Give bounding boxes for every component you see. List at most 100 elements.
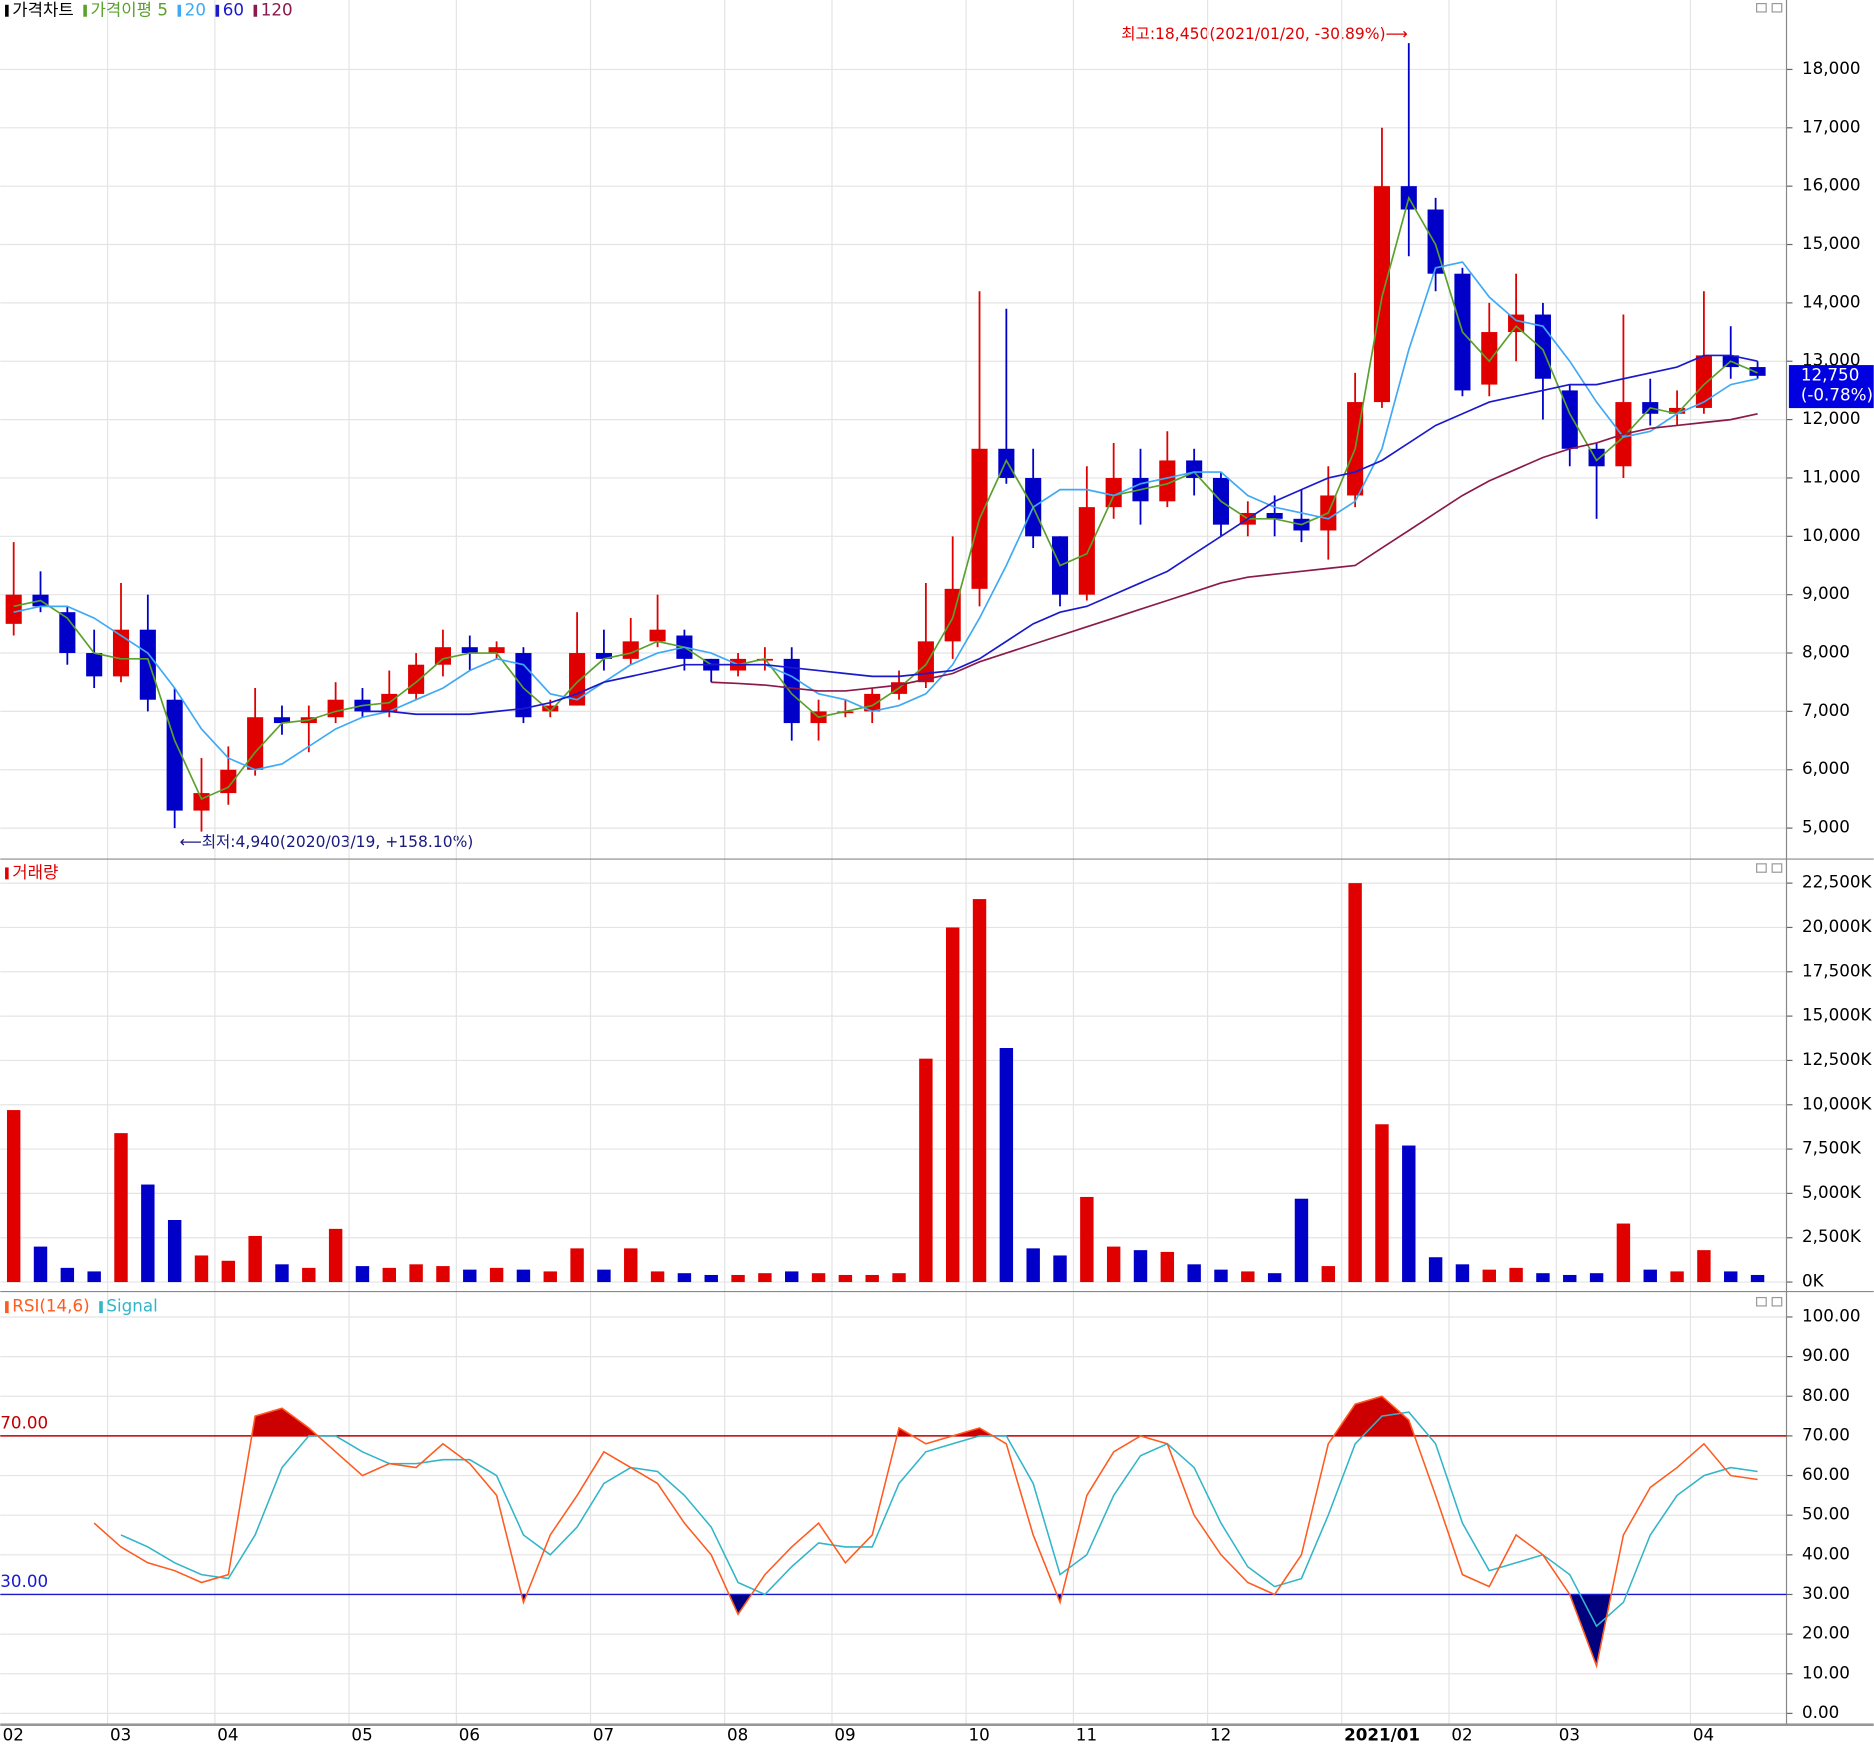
y-tick-label: 60.00 (1802, 1464, 1850, 1484)
legend-label: Signal (106, 1296, 157, 1316)
y-tick-label: 10,000K (1802, 1093, 1872, 1113)
volume-bar (167, 1220, 182, 1283)
volume-bar (221, 1260, 236, 1283)
legend-marker (5, 1301, 9, 1314)
candle-body (273, 717, 291, 724)
series-line (93, 1395, 1758, 1669)
candle-body (86, 653, 103, 677)
mark-layer (0, 43, 1787, 1669)
y-tick-label: 0.00 (1802, 1702, 1839, 1722)
y-tick-label: 13,000 (1802, 350, 1861, 370)
volume-bar (489, 1267, 504, 1283)
current-price-box (1788, 365, 1874, 409)
volume-bar (865, 1274, 879, 1283)
volume-bar (516, 1269, 531, 1283)
volume-bar (945, 927, 960, 1283)
legend-marker (5, 4, 9, 17)
volume-bar (1616, 1223, 1631, 1283)
volume-bar (1643, 1269, 1657, 1283)
volume-bar (543, 1271, 557, 1283)
x-tick-label: 06 (459, 1725, 480, 1745)
candle-body (1078, 507, 1095, 595)
y-tick-label: 10.00 (1802, 1662, 1850, 1682)
panel-icon (1756, 1296, 1767, 1307)
y-tick-label: 17,500K (1802, 960, 1872, 980)
volume-bar (33, 1246, 48, 1283)
volume-bar (1267, 1273, 1282, 1283)
volume-bar (141, 1184, 155, 1283)
candle-body (1749, 367, 1766, 376)
volume-bar (1455, 1264, 1470, 1283)
x-tick-label: 02 (1451, 1725, 1472, 1745)
y-tick-label: 5,000 (1802, 817, 1850, 837)
volume-bar (677, 1273, 692, 1283)
y-tick-label: 10,000 (1802, 525, 1861, 545)
overbought-area (94, 1396, 1758, 1436)
volume-bar (999, 1048, 1014, 1283)
volume-bar (6, 1110, 21, 1283)
reference-label: 30.00 (0, 1571, 48, 1591)
candle-body (1669, 407, 1686, 414)
candle-body (1508, 314, 1525, 333)
volume-bar (1509, 1267, 1523, 1283)
candle-body (327, 699, 344, 718)
low-annotation: ⟵최저:4,940(2020/03/19, +158.10%) (179, 833, 473, 851)
volume-bar (194, 1255, 209, 1283)
y-tick-label: 22,500K (1802, 872, 1872, 892)
volume-bar (1482, 1269, 1496, 1283)
y-tick-label: 12,500K (1802, 1049, 1872, 1069)
volume-bar (1589, 1273, 1604, 1283)
y-tick-label: 6,000 (1802, 758, 1850, 778)
x-tick-label: 07 (593, 1725, 614, 1745)
x-tick-label: 05 (351, 1725, 372, 1745)
x-tick-label: 12 (1210, 1725, 1231, 1745)
volume-bar (731, 1274, 745, 1283)
candle-body (461, 647, 478, 654)
volume-bar (1750, 1274, 1765, 1283)
y-tick-label: 2,500K (1802, 1226, 1862, 1246)
volume-bar (355, 1266, 370, 1283)
legend-label: 거래량 (12, 862, 58, 882)
legend-marker (83, 4, 87, 17)
candle-body (917, 641, 934, 683)
volume-bar (650, 1271, 665, 1283)
panel-icon (1771, 863, 1783, 873)
volume-bar (1026, 1248, 1040, 1283)
volume-bar (919, 1058, 933, 1283)
volume-bar (1294, 1198, 1309, 1283)
volume-bar (1428, 1257, 1443, 1283)
series-line (711, 412, 1758, 692)
volume-bar (1724, 1271, 1738, 1283)
candle-body (139, 629, 156, 700)
legend-label: 120 (261, 0, 293, 19)
volume-bar (972, 899, 987, 1283)
volume-bar (1241, 1271, 1255, 1283)
y-tick-label: 12,000 (1802, 408, 1861, 428)
y-tick-label: 16,000 (1802, 175, 1861, 195)
y-tick-label: 11,000 (1802, 466, 1861, 486)
y-tick-label: 90.00 (1802, 1345, 1850, 1365)
candle-body (5, 594, 22, 624)
legend-label: 20 (185, 0, 206, 19)
y-tick-label: 7,000 (1802, 700, 1850, 720)
panel-icon (1756, 863, 1767, 873)
y-tick-label: 14,000 (1802, 291, 1861, 311)
legend-marker (253, 4, 258, 17)
volume-bar (1187, 1264, 1201, 1283)
current-price-change: (-0.78%) (1801, 385, 1873, 405)
series-line (13, 195, 1758, 801)
series-line (13, 261, 1758, 771)
series-line (362, 354, 1758, 716)
x-tick-label: 02 (3, 1725, 24, 1745)
volume-bar (838, 1274, 853, 1283)
y-tick-label: 80.00 (1802, 1385, 1850, 1405)
volume-bar (114, 1133, 128, 1283)
y-tick-label: 50.00 (1802, 1504, 1850, 1524)
y-tick-label: 30.00 (1802, 1583, 1850, 1603)
x-tick-label: 10 (968, 1725, 989, 1745)
volume-bar (60, 1267, 75, 1283)
volume-bar (704, 1274, 718, 1283)
candle-body (1481, 332, 1498, 385)
